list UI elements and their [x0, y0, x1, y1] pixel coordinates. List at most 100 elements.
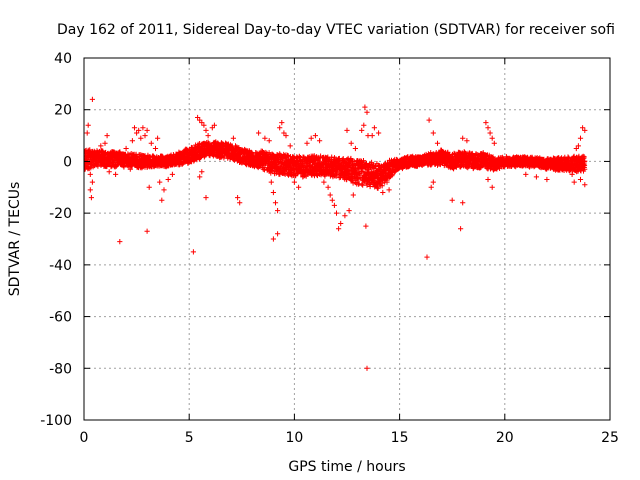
- outlier-point: [261, 135, 268, 142]
- x-tick-label: 10: [285, 430, 303, 446]
- outlier-point: [116, 238, 123, 245]
- outlier-point: [430, 179, 437, 186]
- outlier-point: [106, 168, 113, 175]
- outlier-point: [87, 186, 94, 193]
- outlier-point: [129, 137, 136, 144]
- outlier-point: [146, 184, 153, 191]
- outlier-point: [581, 181, 588, 188]
- outlier-point: [97, 142, 104, 149]
- y-tick-label: -20: [49, 206, 72, 222]
- outlier-point: [360, 122, 367, 129]
- outlier-point: [230, 135, 237, 142]
- x-tick-label: 5: [185, 430, 194, 446]
- outlier-point: [428, 184, 435, 191]
- outlier-point: [165, 176, 172, 183]
- outlier-point: [274, 230, 281, 237]
- outlier-point: [308, 135, 315, 142]
- outlier-point: [287, 142, 294, 149]
- outlier-point: [571, 179, 578, 186]
- outlier-point: [489, 184, 496, 191]
- x-tick-label: 15: [391, 430, 409, 446]
- x-tick-label: 0: [80, 430, 89, 446]
- outlier-point: [379, 189, 386, 196]
- outlier-point: [270, 189, 277, 196]
- outlier-point: [337, 220, 344, 227]
- outlier-point: [457, 225, 464, 232]
- outlier-point: [487, 129, 494, 137]
- y-axis-label: SDTVAR / TECUs: [7, 182, 23, 297]
- outlier-point: [434, 140, 441, 147]
- outlier-point: [341, 212, 348, 219]
- outlier-point: [198, 168, 205, 175]
- outlier-point: [423, 254, 431, 261]
- outlier-point: [112, 171, 119, 178]
- plot-frame: [83, 57, 611, 421]
- axis-ticks: 0 5 10 15 20 25 40 20 0 -20 -40 -60 -80 -100: [40, 51, 619, 446]
- outlier-point: [343, 127, 351, 134]
- outlier-point: [386, 186, 393, 193]
- outlier-point: [276, 124, 283, 131]
- outlier-point: [84, 129, 91, 137]
- outlier-point: [363, 365, 371, 372]
- data-points: [84, 96, 588, 372]
- outlier-point: [362, 223, 369, 230]
- outlier-point: [459, 135, 466, 142]
- outlier-point: [484, 124, 492, 131]
- outlier-point: [430, 129, 437, 137]
- outlier-point: [459, 199, 466, 206]
- x-axis-label: GPS time / hours: [288, 459, 405, 475]
- outlier-point: [352, 145, 359, 152]
- outlier-point: [154, 135, 161, 142]
- outlier-point: [320, 179, 327, 186]
- y-tick-label: -100: [40, 413, 72, 429]
- outlier-point: [148, 140, 155, 147]
- outlier-point: [348, 140, 355, 147]
- outlier-point: [274, 207, 281, 214]
- y-tick-label: -40: [49, 258, 72, 274]
- outlier-point: [270, 235, 277, 243]
- outlier-point: [295, 184, 302, 191]
- outlier-point: [272, 199, 279, 206]
- outlier-point: [278, 119, 285, 126]
- y-tick-label: -60: [49, 310, 72, 326]
- outlier-point: [104, 132, 111, 139]
- outlier-point: [491, 140, 498, 147]
- outlier-point: [169, 171, 176, 178]
- outlier-point: [543, 176, 550, 183]
- outlier-point: [137, 135, 144, 142]
- outlier-point: [196, 173, 203, 180]
- outlier-point: [255, 129, 262, 137]
- outlier-point: [156, 179, 163, 186]
- outlier-point: [522, 171, 529, 178]
- chart-title: Day 162 of 2011, Sidereal Day-to-day VTE…: [57, 22, 615, 38]
- outlier-point: [371, 124, 378, 131]
- y-tick-label: 20: [54, 103, 72, 119]
- outlier-point: [291, 179, 298, 186]
- outlier-point: [449, 197, 456, 204]
- outlier-point: [234, 194, 241, 201]
- outlier-point: [312, 132, 319, 139]
- outlier-point: [190, 248, 197, 255]
- outlier-point: [333, 210, 340, 217]
- outlier-point: [358, 127, 365, 134]
- y-tick-label: 0: [63, 154, 72, 170]
- outlier-point: [139, 124, 146, 131]
- outlier-point: [89, 96, 96, 103]
- outlier-point: [463, 137, 470, 144]
- outlier-point: [577, 135, 584, 142]
- outlier-point: [158, 197, 165, 204]
- outlier-point: [141, 132, 149, 139]
- outlier-point: [236, 199, 243, 206]
- outlier-point: [303, 140, 311, 147]
- outlier-point: [144, 127, 151, 134]
- outlier-point: [123, 145, 130, 152]
- outlier-point: [202, 127, 210, 134]
- outlier-point: [87, 171, 94, 178]
- gridlines: [84, 58, 610, 420]
- outlier-point: [152, 145, 159, 152]
- outlier-point: [144, 228, 151, 235]
- outlier-point: [361, 104, 368, 111]
- outlier-point: [482, 119, 489, 126]
- outlier-point: [316, 137, 323, 144]
